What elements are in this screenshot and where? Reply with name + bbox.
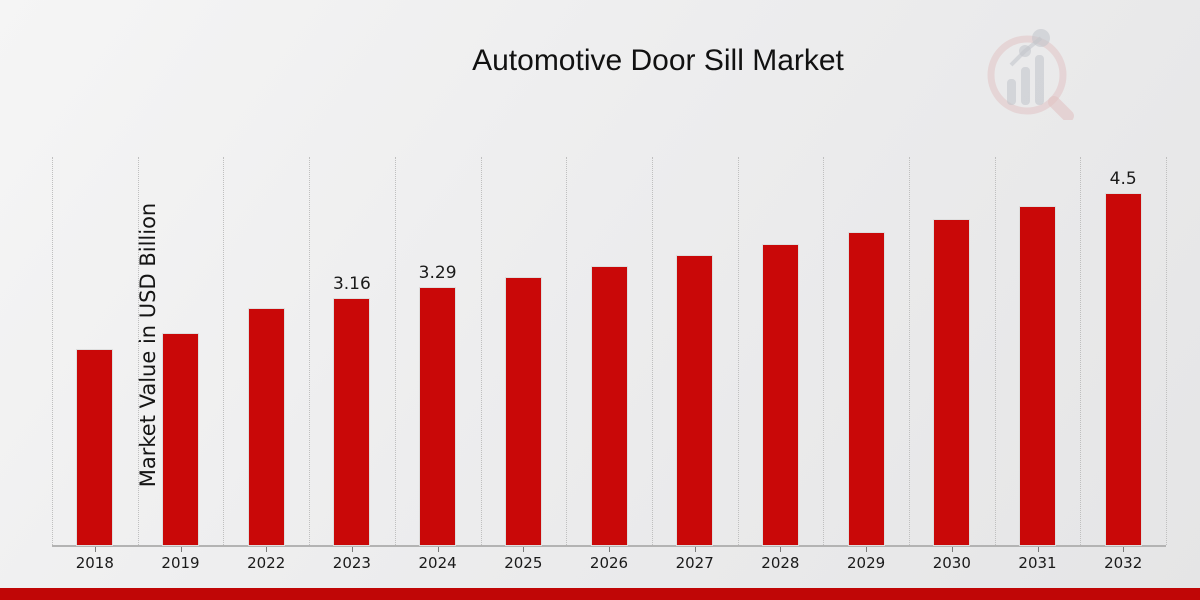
bar-2018 [76, 349, 114, 546]
bar-value-label-2024: 3.29 [418, 263, 457, 284]
x-tick-label-2030: 2030 [932, 554, 971, 572]
gridline [737, 157, 739, 545]
gridline [823, 157, 825, 545]
x-tick-label-2019: 2019 [161, 554, 200, 572]
bar-2022 [247, 307, 285, 547]
bar-2024 [419, 287, 457, 546]
bar-2032 [1104, 193, 1142, 546]
x-tick-label-2018: 2018 [75, 554, 114, 572]
chart-title: Automotive Door Sill Market [472, 44, 844, 77]
gridline [566, 157, 568, 545]
bar-2027 [676, 255, 714, 546]
x-axis-tick [266, 547, 268, 552]
gridline [651, 157, 653, 545]
x-tick-label-2031: 2031 [1018, 554, 1057, 572]
gridline [908, 157, 910, 545]
gridline [994, 157, 996, 545]
x-axis-tick [351, 547, 353, 552]
x-tick-label-2032: 2032 [1104, 554, 1143, 572]
gridline [394, 157, 396, 545]
gridline [1080, 157, 1082, 545]
bar-2029 [847, 232, 885, 546]
x-tick-label-2026: 2026 [589, 554, 629, 572]
plot-area: 2018 2019 2022 3.16 2023 3.29 2024 2025 2026 2027… [52, 155, 1167, 572]
x-tick-label-2027: 2027 [675, 554, 714, 572]
x-axis-tick [180, 547, 182, 552]
gridline [223, 157, 225, 545]
bar-value-label-2023: 3.16 [332, 273, 371, 294]
x-axis-tick [694, 547, 696, 552]
x-axis-tick [780, 547, 782, 552]
x-axis-tick [1037, 547, 1039, 552]
gridline [480, 157, 482, 545]
bar-2028 [761, 243, 799, 547]
bar-2019 [162, 333, 199, 546]
x-tick-label-2029: 2029 [847, 554, 886, 572]
x-axis-tick [609, 547, 610, 552]
bar-value-label-2032: 4.5 [1109, 169, 1137, 189]
gridline [137, 157, 139, 545]
x-tick-label-2024: 2024 [418, 554, 457, 572]
bar-2031 [1019, 206, 1056, 546]
gridline [1166, 157, 1167, 545]
bar-2030 [933, 218, 971, 547]
bar-2023 [333, 297, 371, 546]
x-axis-tick [951, 547, 953, 552]
x-axis-tick [1123, 547, 1125, 552]
x-tick-label-2025: 2025 [504, 554, 543, 572]
x-axis-tick [94, 547, 96, 552]
magnifier-bar-chart-logo-icon [987, 29, 1074, 120]
x-axis-tick [523, 547, 525, 552]
footer-accent-bar [0, 588, 1200, 600]
x-axis-tick [866, 547, 868, 552]
bar-2025 [504, 277, 542, 546]
x-tick-label-2022: 2022 [247, 554, 286, 572]
x-tick-label-2023: 2023 [332, 554, 371, 572]
x-tick-label-2028: 2028 [761, 554, 800, 572]
gridline [52, 157, 53, 545]
gridline [309, 157, 311, 545]
bar-2026 [590, 266, 628, 546]
x-axis-tick [437, 547, 439, 552]
